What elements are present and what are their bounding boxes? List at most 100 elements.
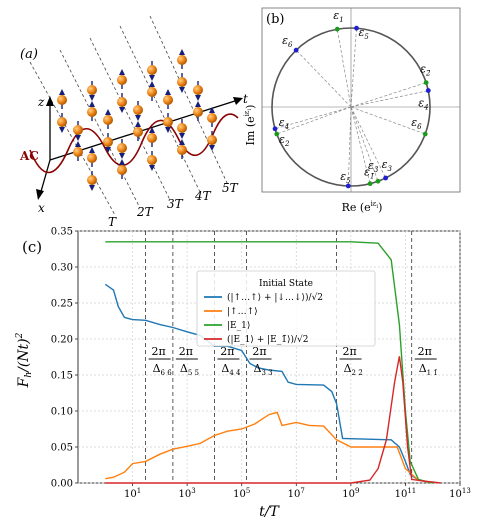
legend-label: |↑…↑⟩: [227, 307, 258, 317]
ac-label: AC: [19, 149, 39, 163]
legend-label: (|↑…↑⟩ + |↓…↓⟩)/√2: [227, 292, 323, 303]
spin: [133, 121, 143, 141]
vline-label-den: Δ2 2̄: [344, 362, 363, 377]
spin: [117, 93, 127, 113]
panel-c-label: (c): [22, 238, 42, 256]
eigenphase-point: [424, 80, 429, 85]
spin: [117, 159, 127, 179]
eigenphase-ray: [351, 83, 426, 107]
eigenphase-ray: [351, 91, 428, 107]
vline-label-num: 2π: [252, 345, 266, 358]
x-tick-label: 1013: [449, 487, 471, 500]
spin: [193, 101, 203, 121]
vline-label-den: Δ1 1̄: [419, 362, 438, 377]
spin: [87, 147, 97, 167]
y-tick-label: 0.05: [51, 443, 73, 454]
x-tick-label: 105: [233, 487, 250, 500]
spin: [57, 113, 67, 133]
time-label-2T: 2T: [136, 205, 154, 219]
panel-c: (c) 0.000.050.100.150.200.250.300.35 101…: [15, 227, 471, 521]
vline-label-den: Δ6 6̄: [153, 362, 173, 377]
time-label-5T: 5T: [222, 181, 239, 195]
x-axis: [40, 160, 50, 195]
y-tick-label: 0.10: [51, 407, 73, 418]
spin: [117, 139, 127, 159]
panel-a: (a) z x t AC T 2T 3T 4T 5T: [19, 16, 248, 229]
x-tick-labels: 101 103 105 107 109 1011 1013: [124, 487, 471, 500]
x-tick-label: 101: [124, 487, 141, 500]
y-tick-label: 0.15: [51, 371, 73, 382]
spin: [147, 81, 157, 101]
eigenphase-point: [423, 132, 428, 137]
x-tick-label: 1011: [395, 487, 417, 500]
eigenphase-point: [294, 48, 299, 53]
panel-b-ylabel: Im (eiεl): [243, 105, 257, 146]
spin: [163, 113, 173, 133]
spin: [177, 73, 187, 93]
spin: [103, 133, 113, 153]
y-tick-label: 0.00: [51, 479, 73, 490]
x-tick-label: 103: [179, 487, 196, 500]
y-tick-labels: 0.000.050.100.150.200.250.300.35: [51, 227, 73, 490]
y-tick-label: 0.30: [51, 263, 73, 274]
vline-label: 2π Δ3 3̄: [250, 345, 273, 377]
eigenphase-point: [368, 181, 373, 186]
axis-t-label: t: [243, 92, 248, 106]
eigenphase-label: ε1: [333, 9, 343, 24]
y-tick-label: 0.25: [51, 299, 73, 310]
legend-title: Initial State: [259, 279, 313, 289]
panel-a-label: (a): [20, 47, 38, 62]
eigenphase-point: [383, 176, 388, 181]
panel-b-label: (b): [266, 12, 284, 27]
panel-b-xlabel: Re (eiεl): [342, 200, 383, 214]
spin: [87, 101, 97, 121]
legend-label: |E_1⟩: [227, 321, 250, 331]
vline-label: 2π Δ1 1̄: [415, 345, 438, 377]
spin: [177, 49, 187, 69]
eigenphase-label: ε2̄: [420, 63, 431, 78]
spin: [57, 89, 67, 109]
spin-lattice: [57, 49, 217, 191]
spin: [207, 131, 217, 151]
spin: [133, 101, 143, 121]
vline-label-den: Δ3 3̄: [254, 362, 273, 377]
spin: [147, 151, 157, 171]
eigenphase-label: ε3: [382, 158, 393, 173]
plot-frame: [78, 231, 460, 483]
y-tick-label: 0.20: [51, 335, 73, 346]
vline-label-den: Δ5 5̄: [180, 362, 199, 377]
eigenphase-label: ε6: [282, 34, 293, 49]
spin: [73, 141, 83, 161]
spin: [117, 69, 127, 89]
vline-label-num: 2π: [418, 345, 432, 358]
eigenphase-ray: [348, 107, 351, 186]
vertical-marker-labels: 2π Δ6 6̄ 2π Δ5 5̄ 2π Δ4 4̄ 2π Δ3 3̄ 2π Δ2 2̄ 2π Δ1 …: [149, 345, 438, 377]
eigenphase-label: ε5̄: [340, 170, 351, 185]
eigenphase-label: ε6̄: [411, 116, 422, 131]
eigenphase-labels: ε1ε5ε6ε2̄ε4ε4̄ε2ε6̄ε3ε5̄ε1̄ε3̄: [279, 9, 431, 185]
legend-label: (|E_1⟩ + |E_1̄⟩)/√2: [227, 334, 308, 345]
vline-label-num: 2π: [179, 345, 193, 358]
vline-label-num: 2π: [151, 345, 165, 358]
vline-label: 2π Δ6 6̄: [149, 345, 173, 377]
x-tick-label: 109: [342, 487, 359, 500]
eigenphase-label: ε4̄: [279, 116, 289, 131]
spin: [87, 81, 97, 101]
panel-b: (b) ε1ε5ε6ε2̄ε4ε4̄ε2ε6̄ε3ε5̄ε1̄ε3̄ Im (e…: [243, 8, 460, 214]
vline-label-den: Δ4 4̄: [221, 362, 241, 377]
c-xlabel: t/T: [259, 504, 280, 520]
eigenphase-point: [426, 88, 431, 93]
spin: [147, 61, 157, 81]
time-label-4T: 4T: [194, 189, 212, 203]
vline-label-num: 2π: [342, 345, 356, 358]
vline-label-num: 2π: [220, 345, 234, 358]
c-ylabel: Fh/(Nt)2: [15, 332, 34, 388]
legend: Initial State (|↑…↑⟩ + |↓…↓⟩)/√2 |↑…↑⟩ |E_…: [197, 271, 375, 346]
eigenphase-point: [273, 126, 278, 131]
spin: [177, 139, 187, 159]
time-label-T: T: [108, 215, 117, 229]
spin: [177, 119, 187, 139]
eigenphase-point: [335, 27, 340, 32]
eigenphase-label: ε5: [359, 26, 370, 41]
